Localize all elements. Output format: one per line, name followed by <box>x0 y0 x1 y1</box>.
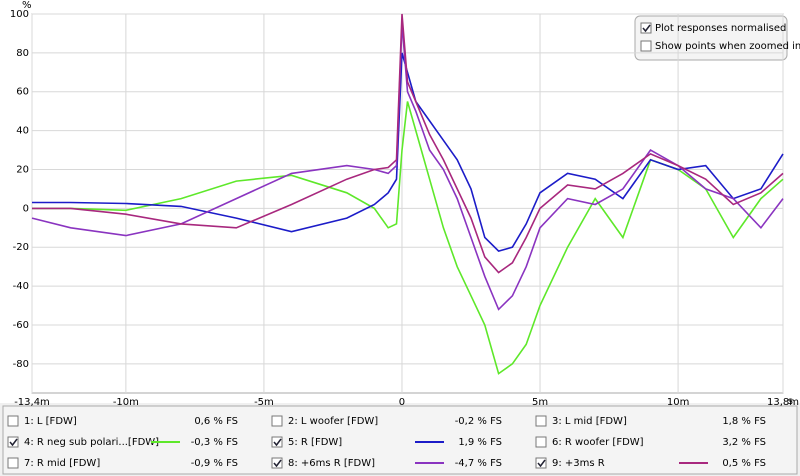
legend-checkbox[interactable] <box>535 436 547 448</box>
y-tick-label: 20 <box>16 164 29 175</box>
response-line <box>31 23 784 311</box>
legend-checkbox[interactable] <box>7 457 19 469</box>
check-mark <box>537 459 546 468</box>
option-checkbox[interactable] <box>640 22 652 34</box>
legend-readout: 3,2 % FS <box>722 437 766 448</box>
y-tick-label: 0 <box>23 203 29 214</box>
legend-name: 4: R neg sub polari...[FDW] <box>24 437 159 448</box>
legend-readout: -4,7 % FS <box>455 458 502 469</box>
legend-readout: 0,5 % FS <box>722 458 766 469</box>
legend-name: 2: L woofer [FDW] <box>288 416 378 427</box>
legend-name: 7: R mid [FDW] <box>24 458 100 469</box>
y-tick-label: -20 <box>13 242 29 253</box>
x-tick-label: 0 <box>399 397 405 408</box>
y-tick-label: 100 <box>10 9 29 20</box>
legend-checkbox[interactable] <box>271 457 283 469</box>
x-tick-label: 5m <box>532 397 548 408</box>
legend-checkbox[interactable] <box>7 436 19 448</box>
y-tick-label: -60 <box>13 320 29 331</box>
y-unit: % <box>22 0 32 11</box>
legend-checkbox[interactable] <box>271 415 283 427</box>
x-tick-label: 13,8m <box>767 397 799 408</box>
legend-readout: 0,6 % FS <box>194 416 238 427</box>
legend-readout: 1,8 % FS <box>722 416 766 427</box>
legend-checkbox[interactable] <box>535 457 547 469</box>
legend-name: 5: R [FDW] <box>288 437 342 448</box>
legend-name: 8: +6ms R [FDW] <box>288 458 375 469</box>
response-line <box>32 13 784 274</box>
check-mark <box>9 438 18 447</box>
y-tick-label: 60 <box>16 87 29 98</box>
y-tick-label: 80 <box>16 48 29 59</box>
legend-checkbox[interactable] <box>271 436 283 448</box>
option-label: Show points when zoomed in <box>655 41 800 52</box>
legend-checkbox[interactable] <box>535 415 547 427</box>
legend-readout: -0,9 % FS <box>191 458 238 469</box>
x-tick-label: 10m <box>667 397 689 408</box>
legend-name: 9: +3ms R <box>552 458 605 469</box>
x-tick-label: -5m <box>254 397 274 408</box>
check-mark <box>273 438 282 447</box>
x-unit: s <box>788 396 793 407</box>
option-checkbox[interactable] <box>640 40 652 52</box>
legend-name: 6: R woofer [FDW] <box>552 437 644 448</box>
x-tick-label: -13,4m <box>14 397 50 408</box>
response-line <box>32 52 784 252</box>
check-mark <box>642 24 651 33</box>
check-mark <box>273 459 282 468</box>
option-label: Plot responses normalised <box>655 23 786 34</box>
legend-readout: -0,3 % FS <box>191 437 238 448</box>
y-tick-label: -40 <box>13 281 29 292</box>
legend-readout: 1,9 % FS <box>458 437 502 448</box>
legend-panel <box>2 405 798 475</box>
legend-name: 1: L [FDW] <box>24 416 77 427</box>
y-tick-label: -80 <box>13 359 29 370</box>
legend-name: 3: L mid [FDW] <box>552 416 627 427</box>
options-box <box>634 15 788 61</box>
x-tick-label: -10m <box>113 397 139 408</box>
legend-checkbox[interactable] <box>7 415 19 427</box>
legend-readout: -0,2 % FS <box>455 416 502 427</box>
y-tick-label: 40 <box>16 126 29 137</box>
